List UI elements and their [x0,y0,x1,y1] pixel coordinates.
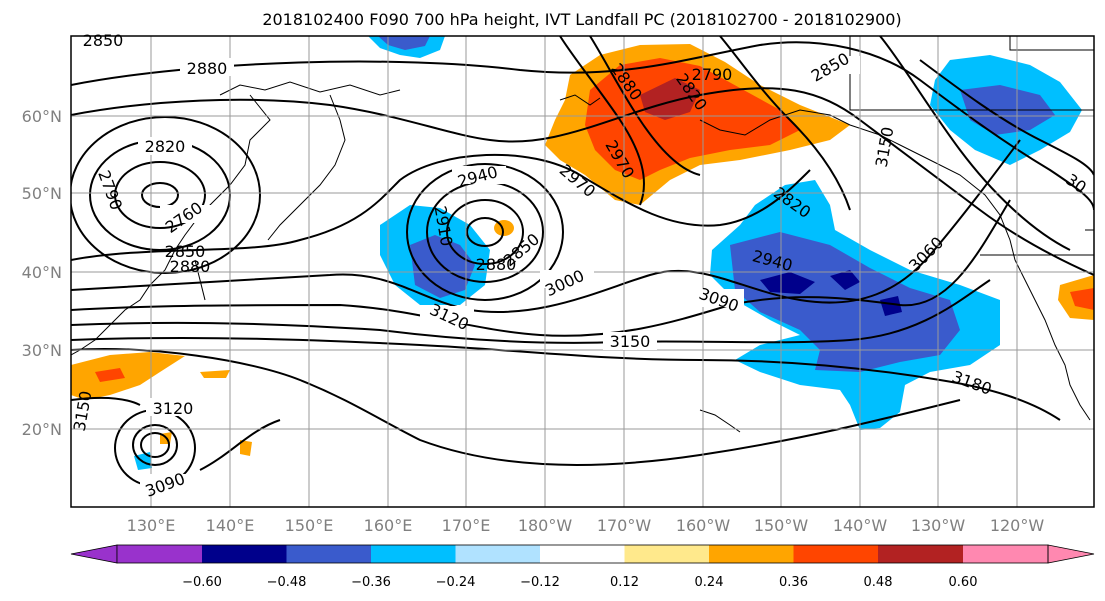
coastline [219,81,401,96]
contour [919,59,1094,176]
lat-label: 30°N [22,341,62,360]
colorbar-segment [286,545,371,563]
contour [446,199,524,265]
colorbar-tick: 0.60 [949,575,978,590]
colorbar-segment [117,545,202,563]
colorbar-segment [624,545,709,563]
positive-region [585,58,800,180]
colorbar-extend-min [70,544,118,564]
gridlines [71,36,1094,507]
contour [71,116,261,274]
contour-label: 3120 [153,399,194,418]
coastline [267,94,346,241]
contour [140,432,170,458]
colorbar-tick: −0.36 [351,575,391,590]
colorbar-tick: 0.36 [779,575,808,590]
negative-region [830,270,860,290]
lon-label: 130°E [127,516,176,535]
positive-region [640,78,700,120]
coastline [699,109,1091,421]
contour-label: 3150 [610,332,651,351]
height-contours [71,36,1094,487]
colorbar-segment [455,545,540,563]
contour [71,41,1094,211]
contour [71,336,1061,421]
lat-label: 40°N [22,263,62,282]
colorbar-segment [793,545,878,563]
lon-label: 120°W [990,516,1045,535]
contour [71,279,991,344]
colorbar-segment [963,545,1048,563]
colorbar: −0.60 −0.48 −0.36 −0.24 −0.12 0.12 0.24 … [70,544,1095,590]
lon-label: 170°W [597,516,652,535]
longitude-labels: 130°E 140°E 150°E 160°E 170°E 180°W 170°… [127,516,1045,535]
contour [589,36,701,176]
lat-label: 60°N [22,107,62,126]
lon-label: 150°E [285,516,334,535]
contour [71,396,141,406]
negative-region [378,36,430,50]
lon-label: 160°E [364,516,413,535]
lon-label: 150°W [754,516,809,535]
positive-region [200,370,230,378]
coastline [1085,229,1094,255]
negative-region [760,272,815,294]
contour [466,217,504,247]
lon-label: 170°E [442,516,491,535]
colorbar-segment [202,545,287,563]
contour [114,161,206,229]
colorbar-tick: 0.12 [610,575,639,590]
coastline [194,259,206,301]
positive-region [95,368,125,382]
contour [71,153,811,261]
coastline [559,94,601,106]
colorbar-tick: −0.48 [267,575,307,590]
positive-region [71,352,185,400]
contour [406,163,564,301]
contour [71,139,1021,313]
contour-label: 2880 [187,59,228,78]
contour-label: 2880 [476,255,517,274]
colorbar-tick: 0.48 [864,575,893,590]
lon-label: 140°W [833,516,888,535]
contour-label: 2790 [692,65,733,84]
lon-label: 130°W [911,516,966,535]
colorbar-extend-max [1047,544,1095,564]
positive-region [240,440,252,456]
colorbar-frame [116,544,1049,564]
colorbar-tick: −0.24 [436,575,476,590]
lon-label: 140°E [206,516,255,535]
positive-region [1070,288,1094,310]
contour-label: 2850 [165,242,206,261]
contour [71,348,961,466]
colorbar-segment [540,545,625,563]
plot-frame [70,35,1095,508]
lon-label: 160°W [676,516,731,535]
chart-title: 2018102400 F090 700 hPa height, IVT Land… [262,10,901,29]
coastline [1009,36,1094,51]
lon-label: 180°W [518,516,573,535]
colorbar-tick: −0.60 [182,575,222,590]
lat-label: 50°N [22,184,62,203]
contour-label: 2820 [145,137,186,156]
contour [879,36,1071,251]
colorbar-tick: 0.24 [695,575,724,590]
contour [199,419,281,471]
lat-label: 20°N [22,420,62,439]
contour-label: 2880 [170,257,211,276]
contour [719,36,851,211]
negative-region [880,296,902,316]
contour-label: 2850 [83,31,124,50]
latitude-labels: 60°N 50°N 40°N 30°N 20°N [22,107,62,439]
colorbar-segment [878,545,963,563]
colorbar-tick: −0.12 [520,575,560,590]
colorbar-segment [709,545,794,563]
contour [559,36,645,206]
contour [132,424,178,466]
colorbar-segment [371,545,456,563]
